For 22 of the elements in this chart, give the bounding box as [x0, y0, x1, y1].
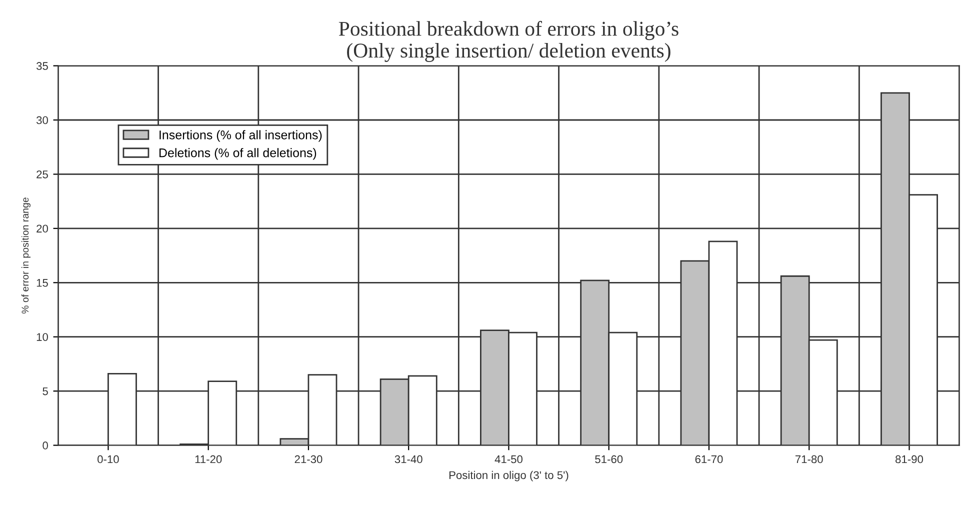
x-tick-label: 11-20 [195, 455, 222, 464]
y-tick-label: 10 [36, 333, 48, 341]
x-tick-label: 61-70 [695, 455, 723, 464]
x-axis-title: Position in oligo (3' to 5') [449, 470, 568, 482]
chart-title: Positional breakdown of errors in oligo’s (Only single insertion/ deletion events) [338, 20, 678, 62]
y-tick-label: 5 [42, 387, 48, 396]
y-tick-label: 25 [36, 170, 48, 178]
y-tick-label: 30 [36, 116, 48, 124]
y-tick-label: 35 [36, 62, 48, 70]
y-axis-title: % of error in position range [21, 198, 31, 314]
legend-label: Insertions (% of all insertions) [160, 130, 322, 142]
y-tick-label: 20 [36, 224, 48, 233]
y-tick-label: 0 [42, 442, 48, 450]
x-tick-label: 81-90 [896, 455, 924, 464]
x-tick-label: 31-40 [394, 455, 422, 464]
x-tick-label: 51-60 [595, 455, 623, 464]
x-tick-label: 71-80 [795, 455, 823, 464]
x-tick-label: 0-10 [98, 455, 119, 464]
x-tick-label: 41-50 [494, 455, 522, 464]
y-tick-label: 15 [36, 279, 48, 287]
x-tick-label: 21-30 [294, 455, 322, 464]
legend-label: Deletions (% of all deletions) [159, 148, 316, 160]
